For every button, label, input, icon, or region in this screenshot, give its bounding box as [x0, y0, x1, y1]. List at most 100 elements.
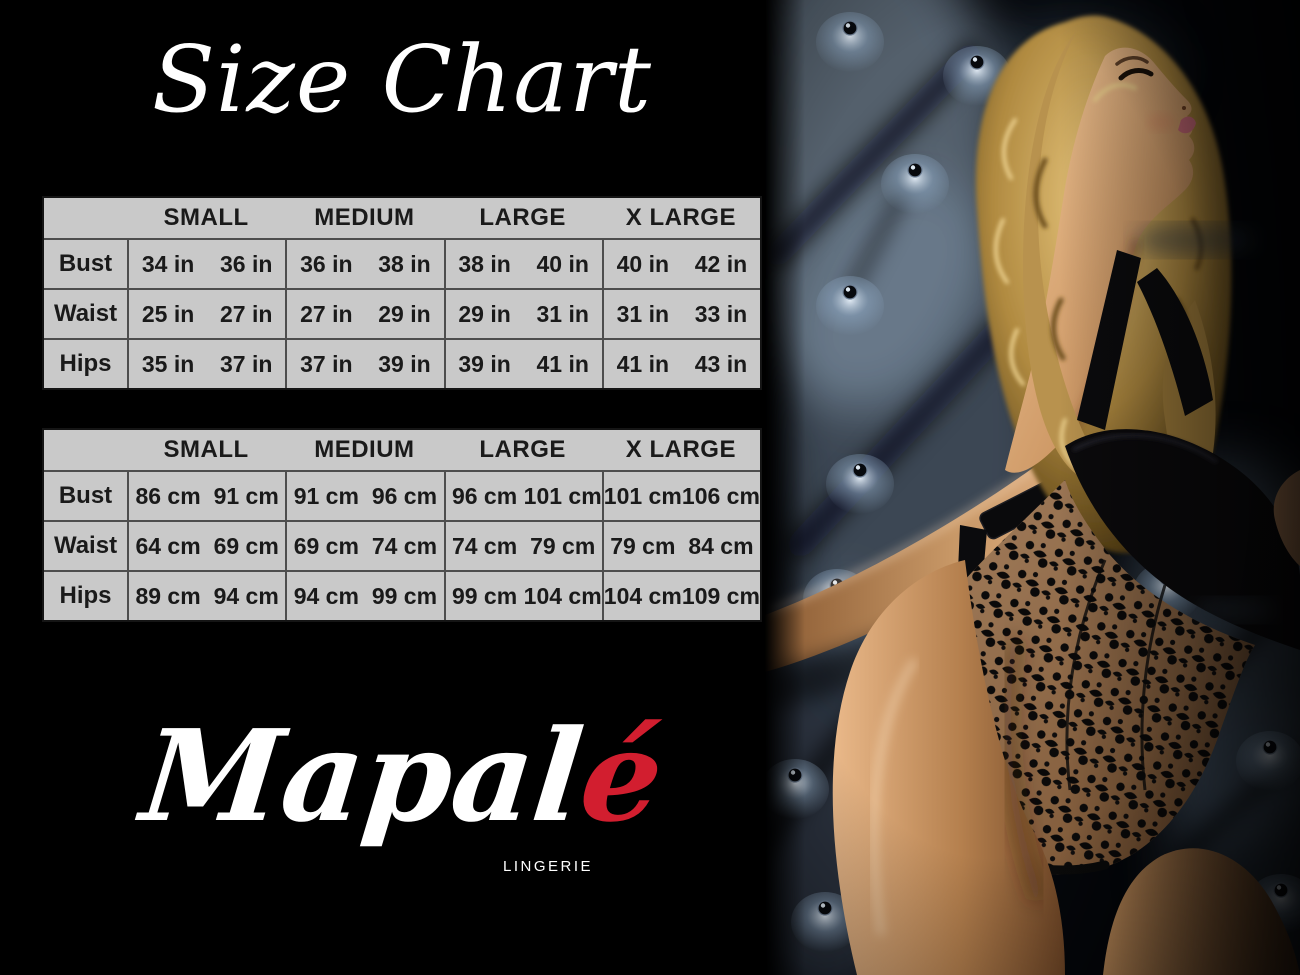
- size-cell: 38 in 40 in: [443, 240, 602, 288]
- row-label: Bust: [58, 250, 113, 277]
- column-header-small: SMALL: [163, 436, 249, 463]
- measurement-value: 37 in: [219, 350, 273, 377]
- model-photo: [765, 0, 1300, 975]
- size-cell: 40 in 42 in: [601, 240, 760, 288]
- size-cell: 29 in 31 in: [443, 290, 602, 338]
- measurement-value: 94 cm: [293, 582, 359, 609]
- measurement-value: 106 cm: [681, 482, 760, 509]
- measurement-value: 36 in: [219, 250, 273, 277]
- measurement-value: 69 cm: [293, 532, 359, 559]
- measurement-value: 35 in: [141, 350, 195, 377]
- size-cell: 94 cm 99 cm: [285, 572, 443, 620]
- measurement-value: 39 in: [378, 350, 431, 377]
- table-row-bust: Bust 34 in 36 in 36 in 38 in 38 in 40 in…: [44, 240, 760, 288]
- size-cell: 34 in 36 in: [127, 240, 285, 288]
- size-cell: 64 cm 69 cm: [127, 522, 285, 570]
- brand-logo: Mapalé LINGERIE: [40, 702, 764, 890]
- measurement-value: 33 in: [694, 300, 748, 327]
- size-cell: 69 cm 74 cm: [285, 522, 443, 570]
- column-header-xlarge: X LARGE: [625, 436, 736, 463]
- brand-text-main: Mapal: [134, 702, 590, 850]
- size-cell: 37 in 39 in: [285, 340, 443, 388]
- table-header-row: SMALL MEDIUM LARGE X LARGE: [44, 198, 760, 240]
- table-row-hips: Hips 35 in 37 in 37 in 39 in 39 in 41 in…: [44, 338, 760, 388]
- size-cell: 101 cm 106 cm: [601, 472, 760, 520]
- measurement-value: 84 cm: [688, 532, 754, 559]
- measurement-value: 101 cm: [523, 482, 602, 509]
- measurement-value: 31 in: [616, 300, 670, 327]
- size-cell: 89 cm 94 cm: [127, 572, 285, 620]
- measurement-value: 29 in: [458, 300, 511, 327]
- table-row-waist: Waist 25 in 27 in 27 in 29 in 29 in 31 i…: [44, 288, 760, 338]
- size-cell: 74 cm 79 cm: [443, 522, 602, 570]
- measurement-value: 36 in: [300, 250, 353, 277]
- size-cell: 104 cm 109 cm: [601, 572, 760, 620]
- brand-accent-letter: é: [573, 702, 670, 850]
- measurement-value: 109 cm: [681, 582, 760, 609]
- size-cell: 35 in 37 in: [127, 340, 285, 388]
- measurement-value: 104 cm: [523, 582, 602, 609]
- measurement-value: 40 in: [536, 250, 589, 277]
- row-label: Waist: [53, 532, 118, 559]
- measurement-value: 25 in: [141, 300, 195, 327]
- size-cell: 36 in 38 in: [285, 240, 443, 288]
- measurement-value: 34 in: [141, 250, 195, 277]
- brand-wordmark: Mapalé: [135, 702, 669, 850]
- measurement-value: 41 in: [536, 350, 589, 377]
- size-cell: 41 in 43 in: [601, 340, 760, 388]
- measurement-value: 86 cm: [135, 482, 201, 509]
- table-header-row: SMALL MEDIUM LARGE X LARGE: [44, 430, 760, 472]
- measurement-value: 38 in: [458, 250, 511, 277]
- photo-left-blend: [765, 0, 805, 975]
- measurement-value: 79 cm: [530, 532, 596, 559]
- row-label: Waist: [53, 300, 118, 327]
- table-row-waist: Waist 64 cm 69 cm 69 cm 74 cm 74 cm 79 c…: [44, 520, 760, 570]
- table-row-bust: Bust 86 cm 91 cm 91 cm 96 cm 96 cm 101 c…: [44, 472, 760, 520]
- size-cell: 79 cm 84 cm: [601, 522, 760, 570]
- measurement-value: 99 cm: [451, 582, 518, 609]
- size-cell: 27 in 29 in: [285, 290, 443, 338]
- column-header-xlarge: X LARGE: [625, 204, 736, 231]
- brand-subtitle: LINGERIE: [502, 858, 594, 875]
- photo-vignette: [765, 0, 1300, 975]
- row-label: Bust: [58, 482, 113, 509]
- measurement-value: 96 cm: [451, 482, 518, 509]
- column-header-large: LARGE: [479, 436, 566, 463]
- measurement-value: 91 cm: [213, 482, 279, 509]
- measurement-value: 39 in: [458, 350, 511, 377]
- size-table-inches: SMALL MEDIUM LARGE X LARGE Bust 34 in 36…: [42, 196, 762, 390]
- column-header-medium: MEDIUM: [314, 204, 415, 231]
- size-cell: 86 cm 91 cm: [127, 472, 285, 520]
- size-cell: 96 cm 101 cm: [443, 472, 602, 520]
- measurement-value: 96 cm: [371, 482, 438, 509]
- size-cell: 25 in 27 in: [127, 290, 285, 338]
- measurement-value: 38 in: [378, 250, 431, 277]
- table-row-hips: Hips 89 cm 94 cm 94 cm 99 cm 99 cm 104 c…: [44, 570, 760, 620]
- measurement-value: 27 in: [219, 300, 273, 327]
- measurement-value: 31 in: [536, 300, 589, 327]
- measurement-value: 40 in: [616, 250, 670, 277]
- measurement-value: 27 in: [300, 300, 353, 327]
- size-cell: 91 cm 96 cm: [285, 472, 443, 520]
- page-title: Size Chart: [151, 26, 653, 133]
- measurement-value: 74 cm: [371, 532, 438, 559]
- measurement-value: 42 in: [694, 250, 748, 277]
- measurement-value: 99 cm: [371, 582, 438, 609]
- measurement-value: 91 cm: [293, 482, 359, 509]
- row-label: Hips: [59, 350, 112, 377]
- size-cell: 31 in 33 in: [601, 290, 760, 338]
- measurement-value: 74 cm: [451, 532, 518, 559]
- measurement-value: 89 cm: [135, 582, 201, 609]
- measurement-value: 101 cm: [603, 482, 682, 509]
- size-cell: 99 cm 104 cm: [443, 572, 602, 620]
- measurement-value: 29 in: [378, 300, 431, 327]
- measurement-value: 37 in: [300, 350, 353, 377]
- measurement-value: 94 cm: [213, 582, 279, 609]
- size-cell: 39 in 41 in: [443, 340, 602, 388]
- measurement-value: 104 cm: [603, 582, 682, 609]
- size-table-centimeters: SMALL MEDIUM LARGE X LARGE Bust 86 cm 91…: [42, 428, 762, 622]
- column-header-small: SMALL: [163, 204, 249, 231]
- measurement-value: 79 cm: [610, 532, 676, 559]
- measurement-value: 64 cm: [135, 532, 201, 559]
